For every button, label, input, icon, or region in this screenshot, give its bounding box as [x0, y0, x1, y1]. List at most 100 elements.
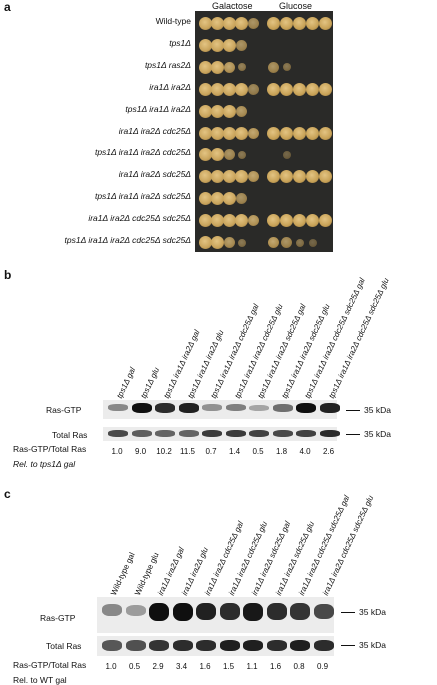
ratio-value: 0.8 [293, 662, 305, 671]
glu-spot [293, 17, 306, 30]
strain-label: tps1Δ ira1Δ ira2Δ [125, 103, 191, 114]
ratio-value: 0.9 [316, 662, 329, 671]
glu-spot [306, 17, 319, 30]
panel-b-marker-tick-2 [346, 434, 360, 435]
strain-label: tps1Δ ras2Δ [144, 59, 191, 70]
ras-gtp-band [296, 403, 316, 413]
strain-label: ira1Δ ira2Δ sdc25Δ [118, 169, 191, 180]
spot-assay-plate [195, 11, 333, 252]
ras-gtp-band [202, 404, 222, 411]
total-ras-band [219, 640, 240, 651]
ras-gtp-band [196, 603, 216, 621]
ratio-value: 1.6 [199, 662, 211, 671]
gal-spot [248, 83, 259, 95]
glu-spot [319, 126, 332, 140]
ras-gtp-band [149, 603, 169, 621]
total-ras-band [196, 640, 216, 651]
panel-b-rel-label: Rel. to tps1Δ gal [13, 459, 76, 469]
glu-spot [319, 82, 332, 96]
gal-spot [235, 126, 248, 140]
ratio-value: 4.0 [299, 447, 311, 456]
total-ras-band [313, 640, 334, 651]
gal-spot [199, 126, 212, 140]
gal-spot [199, 170, 212, 184]
glu-spot [308, 238, 317, 247]
glu-spot [267, 17, 280, 30]
spot-row [195, 58, 333, 78]
glu-spot [280, 82, 293, 96]
gal-spot [199, 148, 212, 162]
gal-spot [235, 17, 248, 30]
gal-spot [211, 17, 224, 30]
gal-spot [211, 126, 224, 140]
ratio-value: 0.5 [252, 447, 264, 456]
glu-spot [280, 126, 293, 140]
ras-gtp-band [313, 603, 334, 619]
panel-c-marker-tick-1 [341, 612, 355, 613]
gal-spot [235, 170, 248, 184]
strain-label: ira1Δ ira2Δ cdc25Δ sdc25Δ [88, 213, 191, 224]
ras-gtp-band [219, 603, 240, 620]
panel-b-marker-tick-1 [346, 410, 360, 411]
strain-label: tps1Δ [169, 37, 191, 48]
ratio-value: 11.5 [180, 447, 195, 456]
gal-spot [224, 61, 235, 73]
panel-c-label: c [4, 487, 11, 501]
gal-spot [211, 148, 224, 162]
spot-row [195, 36, 333, 56]
glu-spot [295, 238, 304, 247]
strain-label: ira1Δ ira2Δ [149, 81, 191, 92]
gal-spot [223, 192, 236, 206]
strain-label-column: Wild-type tps1Δ tps1Δ ras2Δ ira1Δ ira2Δ tps1… [0, 11, 191, 252]
total-ras-band [319, 430, 340, 437]
glu-spot [319, 214, 332, 228]
ratio-value: 1.5 [222, 662, 235, 671]
total-ras-band [225, 430, 246, 437]
ras-gtp-band [178, 403, 199, 413]
total-ras-band [178, 430, 199, 437]
lane-label: Wild-type gal [109, 551, 137, 597]
glu-spot [280, 170, 293, 184]
panel-b-kda-1: 35 kDa [364, 405, 391, 415]
ras-gtp-band [131, 403, 152, 413]
gal-spot [237, 238, 246, 247]
gal-spot [235, 82, 248, 96]
glu-spot [306, 170, 319, 184]
glu-spot [319, 17, 332, 30]
glu-spot [293, 126, 306, 140]
glu-spot [282, 150, 291, 159]
ras-gtp-band [290, 603, 310, 620]
glu-spot [280, 17, 293, 30]
panel-c-ratio-label: Ras-GTP/Total Ras [13, 660, 87, 670]
ras-gtp-band [243, 603, 263, 621]
total-ras-band [202, 430, 222, 437]
gal-spot [199, 38, 212, 52]
glu-spot [293, 82, 306, 96]
glu-spot [282, 63, 291, 72]
gal-spot [199, 60, 212, 74]
gal-spot [211, 82, 224, 96]
ratio-value: 1.6 [269, 662, 282, 671]
glu-spot [268, 237, 279, 248]
panel-b-kda-2: 35 kDa [364, 429, 391, 439]
glu-spot [293, 170, 306, 184]
total-ras-band [108, 430, 128, 437]
gal-spot [199, 236, 212, 249]
ratio-value: 2.6 [322, 447, 335, 456]
glu-spot [306, 126, 319, 140]
gal-spot [199, 17, 212, 30]
total-ras-band [272, 430, 293, 437]
glu-spot [293, 214, 306, 228]
glucose-header: Glucose [279, 1, 313, 11]
ras-gtp-band [319, 403, 340, 413]
panel-b-total-ras-label: Total Ras [52, 430, 88, 440]
glu-spot [267, 126, 280, 140]
glu-spot [306, 214, 319, 228]
strain-label: tps1Δ ira1Δ ira2Δ cdc25Δ sdc25Δ [64, 235, 191, 245]
spot-row [195, 167, 333, 187]
ras-gtp-band [125, 604, 146, 616]
glu-spot [267, 82, 280, 96]
spot-row [195, 145, 333, 165]
gal-spot [211, 192, 224, 206]
panel-a-label: a [4, 0, 11, 14]
